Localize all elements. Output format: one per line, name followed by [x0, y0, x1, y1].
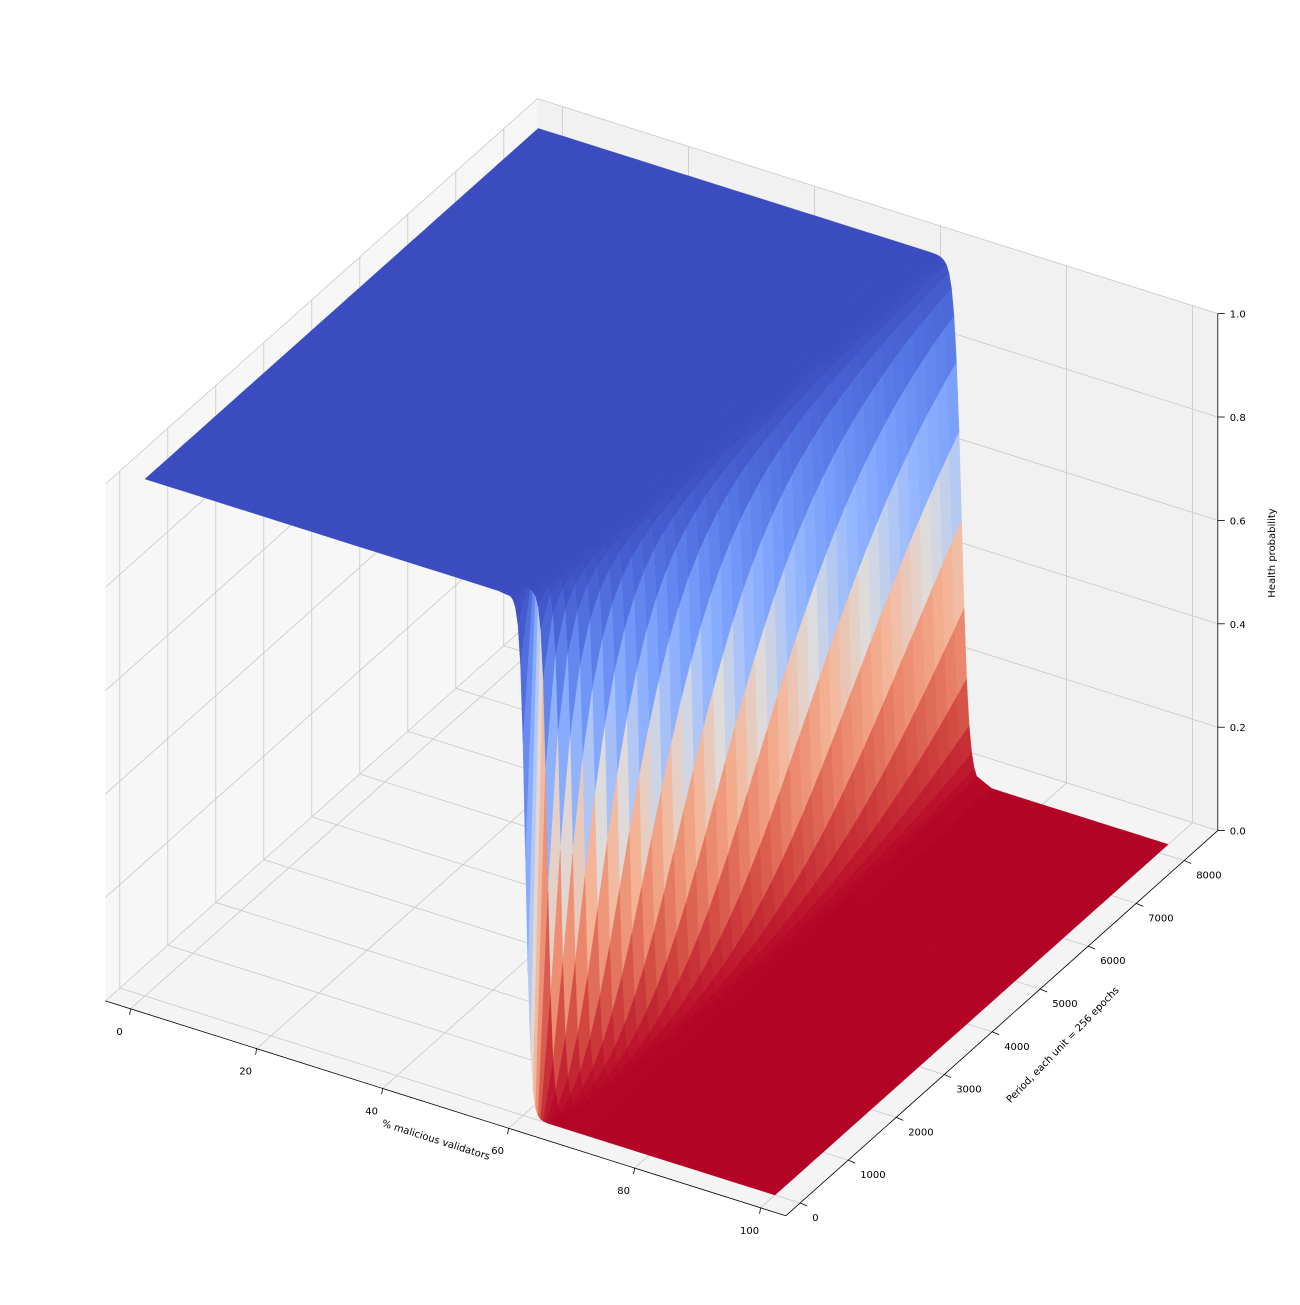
x-tick [759, 1207, 761, 1214]
y-tick-label: 4000 [1004, 1042, 1029, 1053]
x-tick [129, 1008, 131, 1015]
x-tick-label: 20 [239, 1067, 252, 1078]
x-tick [255, 1048, 257, 1055]
y-tick-label: 3000 [956, 1085, 981, 1096]
surface-patch [762, 1182, 786, 1196]
z-tick-label: 0.0 [1230, 827, 1246, 838]
x-tick-label: 40 [365, 1106, 378, 1117]
z-tick-label: 0.6 [1230, 516, 1246, 527]
y-tick [896, 1116, 904, 1121]
y-tick [800, 1202, 808, 1207]
grid-line [105, 98, 538, 485]
z-axis-label: Health probability [1267, 508, 1278, 597]
y-tick-label: 2000 [908, 1127, 933, 1138]
x-tick [507, 1128, 509, 1135]
y-tick-label: 5000 [1052, 999, 1077, 1010]
y-tick-label: 8000 [1196, 871, 1221, 882]
grid-line [130, 623, 563, 1010]
y-tick [1040, 988, 1048, 993]
x-tick-label: 0 [116, 1027, 122, 1038]
y-tick [1184, 860, 1192, 864]
y-tick-label: 1000 [860, 1170, 885, 1181]
x-tick [381, 1088, 383, 1095]
x-axis-label: % malicious validators [380, 1118, 491, 1162]
y-tick-label: 0 [812, 1213, 818, 1224]
axis-lines [105, 313, 1219, 1217]
y-tick [944, 1074, 952, 1078]
x-tick-label: 80 [617, 1186, 630, 1197]
y-tick-label: 6000 [1100, 956, 1125, 967]
y-tick [1088, 945, 1096, 950]
y-tick-label: 7000 [1148, 913, 1173, 924]
x-tick-label: 100 [740, 1226, 759, 1237]
z-tick-label: 0.4 [1230, 620, 1246, 631]
x-tick [633, 1167, 635, 1175]
tick-labels: 0204060801000100020003000400050006000700… [116, 310, 1245, 1237]
y-tick [992, 1031, 1000, 1036]
z-tick-label: 0.2 [1230, 723, 1246, 734]
grid-line [537, 98, 1218, 314]
y-tick [848, 1159, 856, 1164]
y-axis-line [785, 830, 1219, 1217]
x-axis-line [105, 1000, 786, 1217]
x-tick-label: 60 [491, 1146, 504, 1157]
surface-mesh [144, 128, 1169, 1196]
y-tick [1136, 902, 1144, 907]
grid-line [105, 615, 538, 1002]
z-tick-label: 0.8 [1230, 413, 1246, 424]
z-tick-label: 1.0 [1230, 310, 1246, 321]
